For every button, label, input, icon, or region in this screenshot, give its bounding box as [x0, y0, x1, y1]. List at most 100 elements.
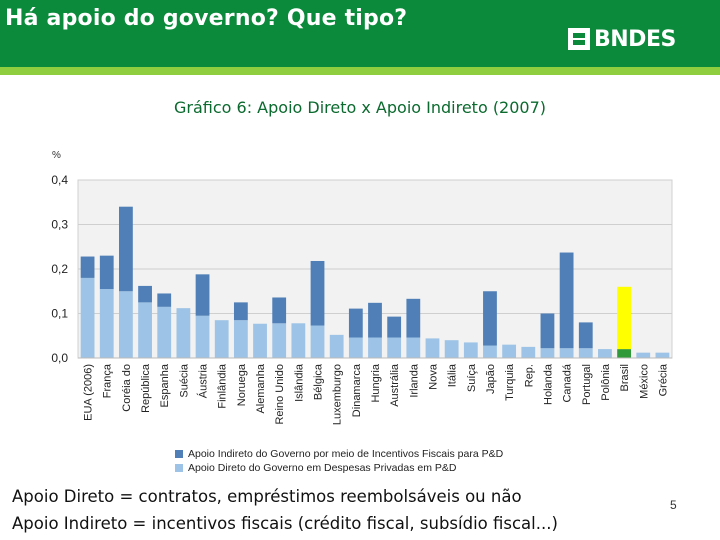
legend-item-indirect: Apoio Indireto do Governo por meio de In… [175, 447, 503, 461]
bar-direct [559, 348, 574, 358]
x-tick-label: Nova [427, 363, 439, 390]
x-tick-label: Grécia [657, 363, 669, 396]
bar-indirect [387, 316, 402, 338]
bar-indirect [368, 302, 382, 338]
legend-swatch-direct [175, 464, 183, 472]
bar-indirect [195, 274, 210, 316]
y-axis-unit: % [52, 150, 61, 161]
slide-title: Há apoio do governo? Que tipo? [5, 6, 408, 31]
bar-direct [99, 289, 114, 358]
x-tick-label: Luxemburgo [332, 364, 344, 425]
x-tick-label: Alemanha [255, 363, 267, 413]
chart-legend: Apoio Indireto do Governo por meio de In… [175, 447, 503, 475]
footer-line-direct: Apoio Direto = contratos, empréstimos re… [12, 487, 522, 506]
bndes-logo: BNDES [568, 26, 676, 52]
bar-indirect [617, 286, 631, 350]
bar-indirect [406, 298, 421, 338]
bar-direct [483, 345, 497, 358]
bar-direct [176, 308, 191, 358]
bar-direct [253, 323, 267, 358]
bar-direct [310, 325, 325, 358]
bar-direct [157, 306, 172, 358]
bar-direct [368, 337, 382, 358]
x-tick-label: Brasil [619, 364, 631, 392]
x-tick-label: Áustria [197, 363, 210, 398]
bar-indirect [99, 255, 114, 290]
slide-header: Há apoio do governo? Que tipo? BNDES [0, 0, 720, 67]
bar-direct [636, 352, 651, 358]
x-tick-label: Dinamarca [351, 363, 363, 417]
x-tick-label: Austrália [389, 363, 401, 407]
x-tick-label: Finlândia [217, 363, 229, 409]
bar-direct [80, 277, 95, 358]
x-tick-label: Coréia do [121, 364, 133, 412]
bar-direct [195, 315, 210, 358]
bar-direct [540, 348, 555, 358]
legend-label-direct: Apoio Direto do Governo em Despesas Priv… [188, 462, 457, 474]
chart-title: Gráfico 6: Apoio Direto x Apoio Indireto… [173, 98, 547, 117]
legend-swatch-indirect [175, 450, 183, 458]
bar-direct [291, 323, 306, 358]
page-number: 5 [670, 498, 677, 512]
x-tick-label: Irlanda [408, 363, 420, 398]
x-tick-label: Portugal [581, 364, 593, 405]
x-tick-label: Polônia [600, 363, 612, 401]
bar-indirect [310, 260, 325, 326]
bar-direct [233, 320, 248, 358]
x-tick-label: Suíça [466, 363, 478, 392]
header-accent-bar [0, 67, 720, 75]
bar-direct [214, 320, 229, 358]
bar-indirect [272, 297, 287, 324]
x-tick-label: Japão [485, 364, 497, 394]
bar-direct [272, 323, 287, 358]
y-tick-label: 0,4 [51, 173, 68, 187]
y-tick-label: 0,0 [51, 351, 68, 365]
bar-indirect [559, 252, 574, 349]
bar-direct [329, 334, 344, 358]
bar-direct [502, 344, 517, 358]
bar-indirect [483, 291, 497, 346]
bndes-logo-icon [568, 28, 590, 50]
bar-direct [348, 337, 363, 358]
x-tick-label: Holanda [542, 363, 554, 405]
x-tick-label: Islândia [293, 363, 305, 402]
bar-direct [521, 346, 536, 358]
x-tick-label: EUA (2006) [83, 364, 95, 421]
bar-direct [119, 291, 133, 358]
footer-line-indirect: Apoio Indireto = incentivos fiscais (cré… [12, 514, 558, 533]
x-tick-label: República [140, 363, 152, 413]
bar-indirect [233, 302, 248, 321]
bar-direct [138, 302, 152, 358]
bar-direct [425, 338, 440, 358]
x-tick-label: Suécia [178, 363, 190, 398]
y-tick-label: 0,2 [51, 262, 68, 276]
bar-indirect [540, 313, 555, 349]
bar-indirect [157, 293, 172, 307]
x-tick-label: México [638, 364, 650, 399]
bar-direct [617, 349, 631, 358]
bar-direct [387, 337, 402, 358]
x-tick-label: Canadá [562, 363, 574, 402]
x-tick-label: Turquia [504, 363, 516, 401]
bar-indirect [348, 308, 363, 338]
x-tick-label: Rep. [523, 364, 535, 387]
logo-text: BNDES [594, 26, 676, 52]
bar-direct [444, 340, 459, 358]
footer-notes: Apoio Direto = contratos, empréstimos re… [12, 483, 558, 537]
bar-direct [463, 342, 478, 358]
x-tick-label: Espanha [159, 363, 171, 407]
x-tick-label: Reino Unido [274, 364, 286, 425]
bar-indirect [119, 206, 133, 292]
bar-indirect [80, 256, 95, 278]
bar-indirect [578, 322, 593, 349]
x-tick-label: Bélgica [313, 363, 325, 400]
bar-indirect [138, 285, 152, 303]
x-tick-label: França [102, 363, 114, 398]
y-tick-label: 0,1 [51, 307, 68, 321]
legend-label-indirect: Apoio Indireto do Governo por meio de In… [188, 448, 504, 460]
y-tick-label: 0,3 [51, 218, 68, 232]
bar-direct [655, 352, 670, 358]
legend-item-direct: Apoio Direto do Governo em Despesas Priv… [175, 461, 503, 475]
bar-direct [598, 349, 612, 358]
